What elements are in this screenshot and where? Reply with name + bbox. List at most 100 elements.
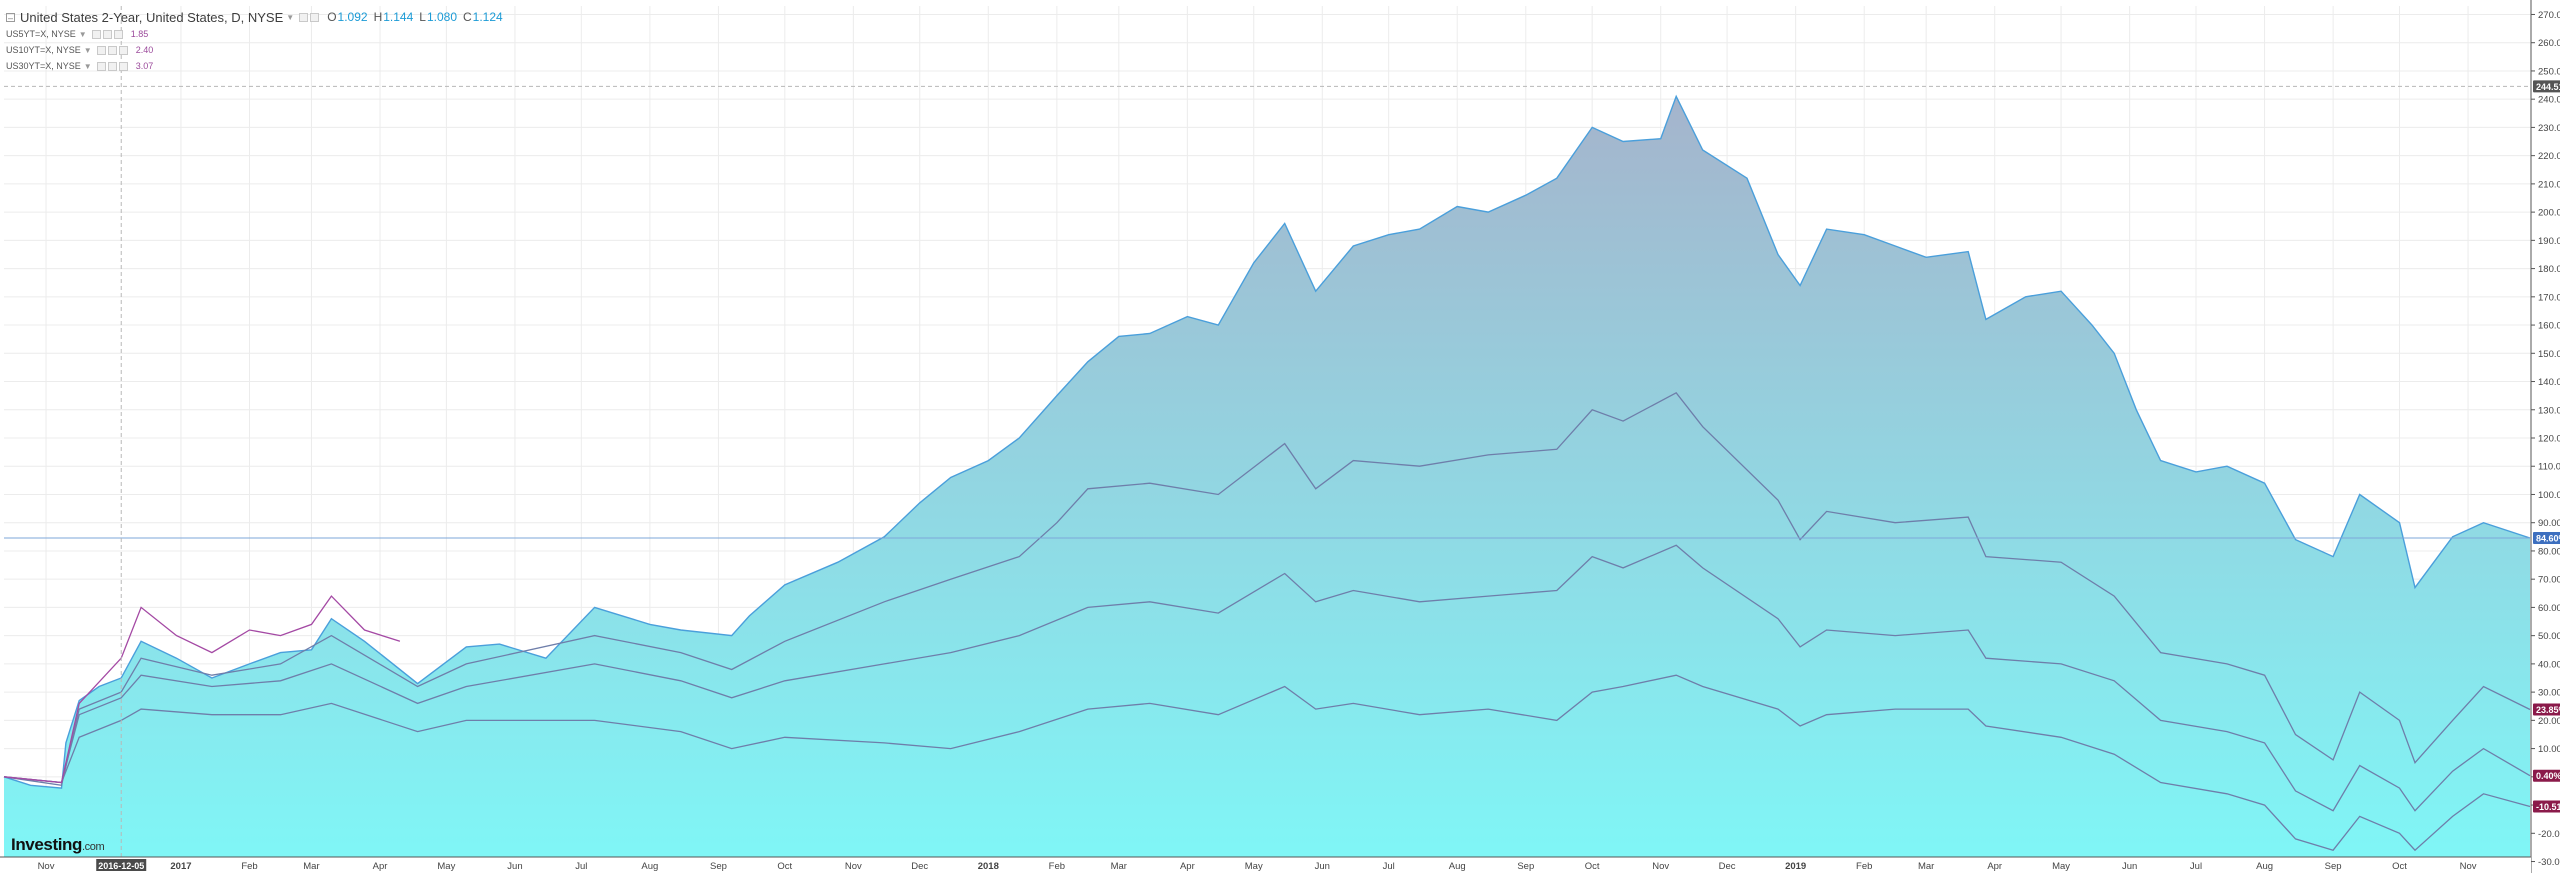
settings-icon[interactable] — [310, 12, 320, 22]
x-tick-label: 2019 — [1785, 861, 1806, 872]
collapse-legend-icon[interactable]: – — [6, 12, 15, 23]
x-tick-label: Feb — [241, 861, 257, 872]
settings-icon[interactable] — [102, 29, 112, 39]
comparison-value: 2.40 — [135, 45, 154, 55]
y-axis: 270.00% 260.00% 250.00% 240.00% 230.00% 220.0… — [2530, 0, 2560, 873]
y-tick-label: 110.00% — [2538, 462, 2560, 473]
y-tick-label: 100.00% — [2538, 490, 2560, 501]
y-tick-label: 140.00% — [2538, 377, 2560, 388]
legend-comparison-row: US30YT=X, NYSE ▼ 3.07 — [6, 58, 503, 74]
y-tick-label: 40.00% — [2538, 659, 2560, 670]
x-tick-label: Dec — [911, 861, 928, 872]
x-tick-label: Aug — [2256, 861, 2273, 872]
series-line-us2y — [3, 94, 2531, 789]
x-tick-label: Apr — [1987, 861, 2002, 872]
x-tick-label: Aug — [641, 861, 658, 872]
settings-icon[interactable] — [107, 45, 117, 55]
x-tick-label: May — [437, 861, 455, 872]
x-axis: Nov 2016-12-05 2017 Feb Mar Apr May Jun Jul Aug Se… — [0, 856, 2531, 873]
main-symbol-label[interactable]: United States 2-Year, United States, D, … — [20, 9, 284, 25]
x-tick-label: Jul — [1383, 861, 1395, 872]
last-price-badge-us10y: 0.40% — [2536, 771, 2560, 781]
x-tick-label: May — [2052, 861, 2070, 872]
chevron-down-icon[interactable]: ▼ — [78, 29, 87, 39]
x-tick-label: May — [1245, 861, 1263, 872]
close-icon[interactable] — [113, 29, 123, 39]
series-line-us5y — [3, 391, 2531, 787]
x-tick-label: Dec — [1719, 861, 1736, 872]
chevron-down-icon[interactable]: ▼ — [83, 45, 92, 55]
last-price-badge-us30y-bg — [2533, 800, 2560, 813]
y-tick-label: 250.00% — [2538, 66, 2560, 77]
last-price-badge-us10y-bg — [2533, 769, 2560, 782]
comparison-symbol-label[interactable]: US10YT=X, NYSE — [6, 45, 81, 55]
crosshair-price-badge-bg — [2533, 80, 2560, 93]
y-tick-label: 180.00% — [2538, 264, 2560, 275]
x-tick-label: Jun — [2122, 861, 2137, 872]
comparison-symbol-label[interactable]: US5YT=X, NYSE — [6, 29, 76, 39]
x-tick-label: Sep — [1517, 861, 1534, 872]
chevron-down-icon[interactable]: ▼ — [83, 61, 92, 71]
close-label: C — [463, 10, 472, 24]
crosshair-price-badge: 244.518 — [2536, 82, 2560, 92]
close-icon[interactable] — [118, 45, 128, 55]
last-price-badge-us5y-bg — [2533, 703, 2560, 716]
open-label: O — [327, 10, 337, 24]
x-tick-label: Mar — [303, 861, 319, 872]
close-icon[interactable] — [118, 61, 128, 71]
y-tick-label: 80.00% — [2538, 546, 2560, 557]
x-tick-label: Jul — [575, 861, 587, 872]
y-tick-label: 20.00% — [2538, 716, 2560, 727]
y-tick-label: 50.00% — [2538, 631, 2560, 642]
last-price-badge-us2y-bg — [2533, 531, 2560, 544]
x-crosshair-date-label: 2016-12-05 — [98, 861, 144, 871]
x-tick-label: Nov — [2460, 861, 2477, 872]
x-tick-label: Apr — [373, 861, 388, 872]
last-price-badge-us30y: -10.51% — [2536, 802, 2560, 812]
y-tick-label: 270.00% — [2538, 10, 2560, 21]
x-tick-label: Sep — [710, 861, 727, 872]
series-line-early — [3, 595, 401, 784]
close-number: 1.124 — [472, 10, 503, 24]
high-value: H1.144 — [374, 10, 414, 24]
y-tick-label: 160.00% — [2538, 321, 2560, 332]
y-tick-label: 220.00% — [2538, 151, 2560, 162]
x-tick-label: Nov — [1652, 861, 1669, 872]
y-tick-label: 240.00% — [2538, 95, 2560, 106]
open-value: O1.092 — [327, 10, 367, 24]
area-fill-us2y — [4, 96, 2530, 870]
chevron-down-icon[interactable]: ▼ — [286, 12, 295, 22]
comparison-symbol-label[interactable]: US30YT=X, NYSE — [6, 61, 81, 71]
comparison-value: 1.85 — [130, 29, 149, 39]
last-price-badge-us2y: 84.60% — [2536, 533, 2560, 543]
y-tick-label: 230.00% — [2538, 123, 2560, 134]
y-tick-label: 210.00% — [2538, 179, 2560, 190]
crosshair — [4, 6, 2530, 857]
x-tick-label: Oct — [777, 861, 792, 872]
x-tick-label: Apr — [1180, 861, 1195, 872]
x-tick-label: Oct — [1585, 861, 1600, 872]
x-tick-label: Feb — [1049, 861, 1065, 872]
logo-suffix: .com — [82, 841, 105, 853]
legend-comparison-row: US5YT=X, NYSE ▼ 1.85 — [6, 26, 503, 42]
eye-icon[interactable] — [96, 61, 106, 71]
high-number: 1.144 — [383, 10, 414, 24]
legend-comparison-row: US10YT=X, NYSE ▼ 2.40 — [6, 42, 503, 58]
legend-main-row: – United States 2-Year, United States, D… — [6, 8, 503, 26]
x-tick-label: 2017 — [170, 861, 191, 872]
eye-icon[interactable] — [91, 29, 101, 39]
settings-icon[interactable] — [107, 61, 117, 71]
y-tick-label: 170.00% — [2538, 292, 2560, 303]
y-tick-label: -20.00% — [2538, 829, 2560, 840]
eye-icon[interactable] — [96, 45, 106, 55]
logo-brand: Investing — [11, 835, 83, 854]
y-tick-label: 90.00% — [2538, 518, 2560, 529]
y-tick-label: 10.00% — [2538, 744, 2560, 755]
high-label: H — [373, 10, 383, 24]
legend: – United States 2-Year, United States, D… — [6, 8, 503, 74]
y-tick-label: 200.00% — [2538, 208, 2560, 219]
x-tick-label: Jul — [2190, 861, 2202, 872]
eye-icon[interactable] — [299, 12, 309, 22]
